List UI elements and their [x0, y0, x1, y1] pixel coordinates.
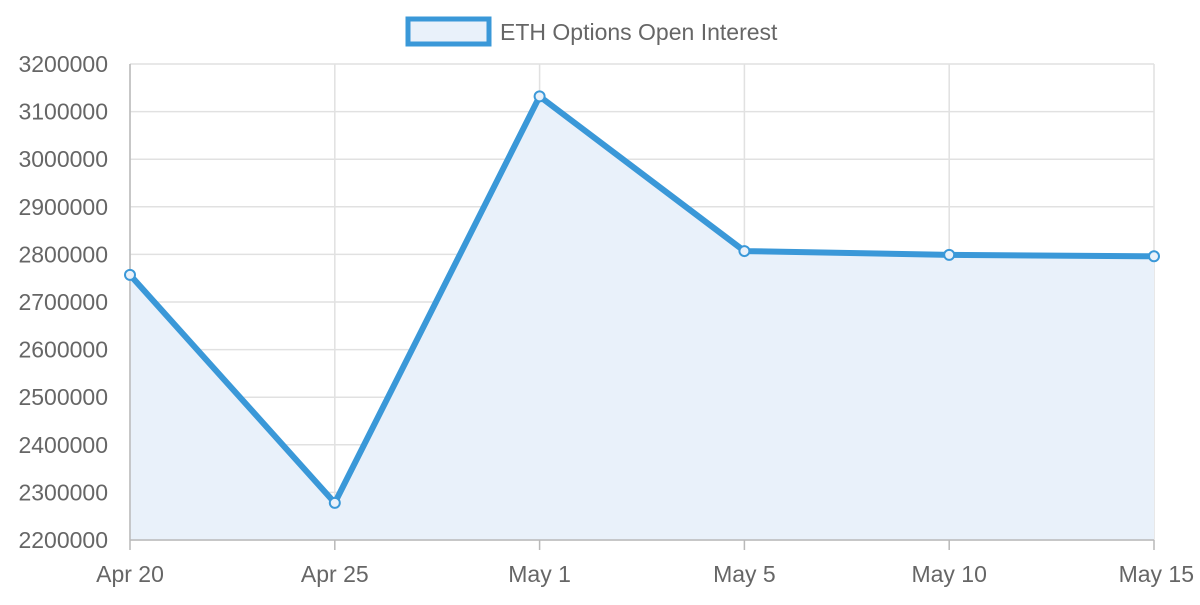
y-tick-label: 2700000 — [18, 289, 108, 315]
legend-swatch — [405, 16, 492, 47]
y-tick-label: 3000000 — [18, 146, 108, 172]
series-area — [130, 96, 1154, 541]
data-point[interactable] — [124, 268, 136, 281]
legend[interactable]: ETH Options Open Interest — [405, 16, 778, 47]
y-tick-label: 2400000 — [18, 432, 108, 458]
y-tick-label: 2800000 — [18, 241, 108, 267]
y-tick-label: 2200000 — [18, 527, 108, 553]
data-point[interactable] — [738, 245, 751, 258]
y-tick-label: 2300000 — [18, 479, 108, 505]
x-tick-label: Apr 25 — [301, 561, 369, 587]
legend-label: ETH Options Open Interest — [500, 19, 778, 45]
y-tick-label: 2600000 — [18, 337, 108, 363]
y-tick-label: 2900000 — [18, 194, 108, 220]
y-tick-label: 2500000 — [18, 384, 108, 410]
x-axis-ticks: Apr 20 Apr 25 May 1 May 5 May 10 May 15 — [96, 540, 1194, 587]
x-tick-label: May 15 — [1119, 561, 1194, 587]
axes — [129, 64, 1154, 541]
data-points — [124, 90, 1160, 509]
area-fill-layer — [130, 96, 1154, 541]
data-point[interactable] — [328, 496, 341, 509]
y-tick-label: 3100000 — [18, 99, 108, 125]
x-tick-label: May 10 — [911, 561, 986, 587]
data-point[interactable] — [943, 248, 956, 261]
data-point[interactable] — [1148, 250, 1160, 263]
x-tick-label: Apr 20 — [96, 561, 164, 587]
series-line-layer — [127, 93, 1157, 506]
series-line — [127, 93, 1157, 506]
x-tick-label: May 1 — [508, 561, 571, 587]
y-tick-label: 3200000 — [18, 51, 108, 77]
y-axis-ticks: 2200000 2300000 2400000 2500000 2600000 27000… — [18, 51, 108, 553]
x-tick-label: May 5 — [713, 561, 776, 587]
data-point[interactable] — [533, 90, 546, 103]
